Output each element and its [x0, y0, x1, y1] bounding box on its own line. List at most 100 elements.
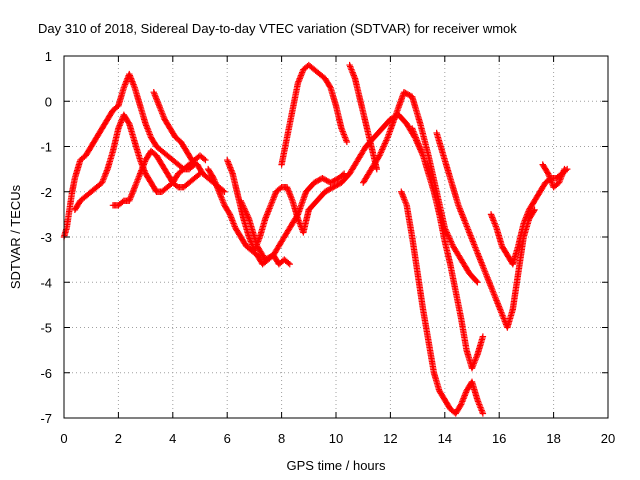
data-point	[479, 410, 487, 417]
data-point	[479, 333, 487, 340]
data-point	[560, 168, 567, 176]
x-tick-label: 4	[169, 431, 176, 446]
data-point	[545, 171, 552, 179]
data-point	[522, 214, 530, 221]
data-point	[284, 185, 291, 192]
data-point	[286, 191, 294, 198]
data-point	[522, 215, 529, 223]
data-point	[467, 233, 475, 241]
data-point	[296, 75, 303, 82]
data-point	[348, 66, 355, 73]
data-point	[409, 126, 416, 134]
data-point	[127, 193, 135, 200]
data-point	[350, 72, 358, 79]
data-point	[341, 132, 348, 140]
data-point	[490, 218, 498, 226]
data-point	[241, 205, 248, 212]
data-point	[485, 277, 492, 284]
data-point	[239, 202, 247, 209]
data-point	[378, 147, 385, 155]
data-point	[474, 279, 481, 286]
data-point	[340, 129, 347, 137]
data-point	[230, 221, 238, 229]
y-tick-label: 1	[45, 49, 52, 64]
data-point	[139, 162, 147, 170]
data-point	[262, 214, 270, 221]
data-point	[298, 69, 306, 76]
data-point	[376, 152, 383, 159]
data-point	[377, 149, 385, 156]
data-point	[212, 179, 219, 186]
data-point	[202, 156, 209, 164]
data-point	[266, 205, 273, 212]
data-point	[520, 220, 527, 227]
data-point	[469, 363, 476, 370]
data-point	[486, 280, 494, 287]
data-point	[473, 247, 480, 254]
data-point	[459, 396, 467, 404]
data-point	[415, 140, 422, 147]
data-point	[213, 182, 220, 189]
data-point	[383, 137, 390, 144]
data-point	[349, 69, 356, 76]
data-point	[270, 194, 277, 201]
data-point	[134, 176, 141, 183]
data-point	[500, 315, 507, 322]
data-point	[477, 257, 484, 265]
data-point	[157, 107, 165, 114]
data-point	[447, 236, 454, 244]
data-point	[295, 78, 302, 85]
data-point	[410, 129, 418, 137]
data-point	[211, 176, 218, 183]
data-point	[101, 171, 109, 179]
data-point	[221, 188, 228, 195]
data-point	[476, 401, 483, 408]
data-point	[481, 266, 488, 274]
data-point	[381, 141, 388, 149]
data-point	[144, 125, 151, 132]
data-point	[461, 217, 468, 224]
data-point	[338, 126, 346, 134]
data-point	[373, 165, 380, 173]
data-point	[265, 208, 272, 215]
data-point	[340, 170, 348, 177]
data-point	[288, 194, 295, 201]
data-point	[383, 135, 391, 143]
data-point	[496, 304, 503, 312]
data-point	[238, 200, 246, 208]
data-point	[462, 390, 469, 398]
data-point	[143, 122, 150, 129]
data-point	[127, 75, 135, 82]
y-tick-labels: 1 0 -1 -2 -3 -4 -5 -6 -7	[40, 49, 608, 426]
data-point	[271, 191, 279, 198]
data-point	[117, 120, 124, 128]
y-tick-label: -7	[40, 411, 52, 426]
data-point	[497, 307, 504, 315]
data-point	[137, 168, 144, 176]
data-point	[470, 239, 477, 247]
data-point	[489, 215, 497, 223]
data-point	[547, 177, 555, 185]
data-point	[145, 128, 152, 135]
y-tick-label: -6	[40, 366, 52, 381]
data-point	[458, 209, 465, 217]
data-point	[555, 179, 563, 186]
data-point	[495, 301, 502, 309]
data-point	[99, 177, 106, 185]
data-point	[195, 171, 202, 178]
data-point	[561, 165, 568, 173]
data-point	[446, 235, 453, 242]
data-marks	[60, 61, 571, 417]
data-point	[457, 402, 464, 409]
data-point	[141, 159, 148, 167]
data-point	[103, 168, 110, 176]
data-point	[490, 291, 498, 298]
data-point	[458, 399, 465, 407]
data-point	[523, 212, 530, 220]
data-point	[129, 78, 136, 85]
data-point	[138, 165, 146, 173]
data-point	[375, 153, 382, 161]
data-point	[417, 146, 424, 153]
data-point	[244, 212, 251, 220]
data-point	[347, 63, 354, 70]
